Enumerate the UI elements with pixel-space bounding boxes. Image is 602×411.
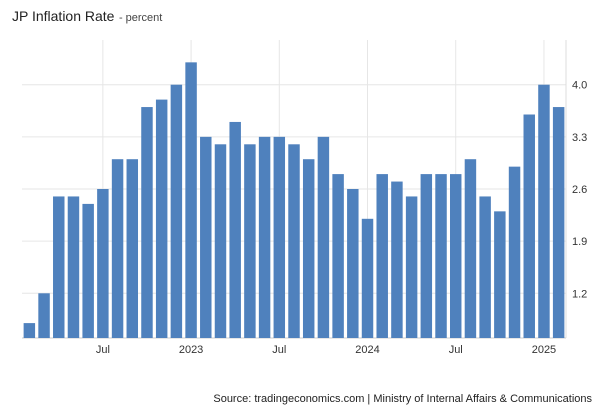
- bar: [449, 174, 462, 338]
- bar: [317, 136, 330, 338]
- bar: [494, 211, 506, 338]
- bar: [523, 114, 535, 338]
- bar: [405, 196, 418, 338]
- bar: [67, 196, 80, 338]
- bar: [23, 323, 36, 338]
- bar: [538, 84, 550, 338]
- y-tick-label: 2.6: [572, 184, 587, 196]
- bar: [258, 136, 271, 338]
- bar: [420, 174, 433, 338]
- x-tick-label: 2024: [355, 344, 379, 356]
- bar: [273, 136, 286, 338]
- bar: [302, 159, 315, 338]
- bar: [141, 107, 153, 338]
- bar: [97, 189, 109, 338]
- bar: [288, 144, 300, 338]
- x-tick-label: Jul: [272, 344, 286, 356]
- x-tick-label: Jul: [449, 344, 463, 356]
- y-tick-label: 3.3: [572, 132, 587, 144]
- bar: [479, 196, 491, 338]
- bar: [347, 189, 359, 338]
- bar: [185, 62, 197, 338]
- x-tick-label: 2023: [179, 344, 203, 356]
- bar: [170, 84, 183, 338]
- bar: [53, 196, 65, 338]
- bar: [214, 144, 227, 338]
- x-tick-label: 2025: [532, 344, 556, 356]
- bar: [376, 174, 388, 338]
- source-note: Source: tradingeconomics.com | Ministry …: [213, 393, 592, 405]
- chart-title-block: JP Inflation Rate - percent: [12, 8, 162, 26]
- bar: [332, 174, 344, 338]
- bar: [200, 136, 212, 338]
- bar: [508, 166, 521, 338]
- chart-subtitle: - percent: [118, 12, 163, 24]
- bar: [435, 174, 447, 338]
- bar: [82, 203, 94, 338]
- y-tick-label: 4.0: [572, 80, 587, 92]
- bar: [391, 181, 403, 338]
- chart-title: JP Inflation Rate: [12, 8, 115, 24]
- bar: [361, 218, 374, 338]
- bar: [155, 99, 168, 338]
- bar: [38, 293, 50, 338]
- bar: [126, 159, 139, 338]
- y-tick-label: 1.2: [572, 288, 587, 300]
- bar: [111, 159, 124, 338]
- y-tick-label: 1.9: [572, 236, 587, 248]
- bar: [552, 107, 565, 338]
- bar: [244, 144, 256, 338]
- bar: [464, 159, 477, 338]
- bar: [229, 121, 241, 338]
- x-tick-label: Jul: [96, 344, 110, 356]
